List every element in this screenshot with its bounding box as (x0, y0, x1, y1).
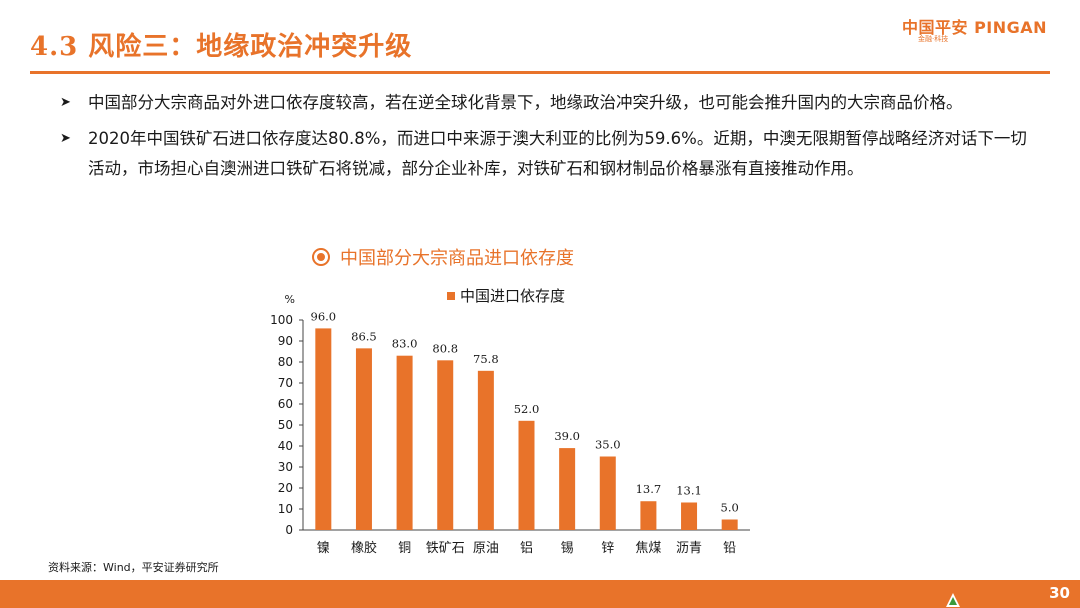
category-label: 铜 (398, 541, 411, 556)
chart-title: 中国部分大宗商品进口依存度 (312, 244, 574, 270)
page-number: 30 (1049, 584, 1070, 602)
bar (599, 456, 616, 530)
data-label: 86.5 (351, 329, 377, 343)
y-tick-label: 10 (278, 502, 293, 516)
data-label: 96.0 (311, 309, 337, 323)
source-note: 资料来源：Wind，平安证券研究所 (48, 561, 219, 574)
bullet-list: ➤ 中国部分大宗商品对外进口依存度较高，若在逆全球化背景下，地缘政治冲突升级，也… (60, 88, 1040, 190)
chart-title-text: 中国部分大宗商品进口依存度 (340, 248, 574, 269)
data-label: 13.1 (676, 483, 702, 497)
bar (640, 501, 657, 530)
logo-main-text: 中国平安 PINGAN (902, 18, 1048, 37)
header-divider (30, 71, 1050, 74)
data-label: 83.0 (392, 337, 418, 351)
data-label: 75.8 (473, 352, 499, 366)
bar (437, 360, 454, 530)
y-tick-label: 30 (278, 460, 293, 474)
bullet-text: 2020年中国铁矿石进口依存度达80.8%，而进口中来源于澳大利亚的比例为59.… (88, 129, 1027, 178)
category-label: 沥青 (676, 541, 702, 556)
category-label: 铅 (723, 541, 736, 556)
bar (681, 502, 698, 530)
legend-label: 中国进口依存度 (460, 287, 565, 305)
category-label: 铝 (520, 541, 533, 556)
bar (559, 448, 576, 530)
page-title: 4.3 风险三：地缘政治冲突升级 (30, 32, 413, 62)
data-label: 39.0 (554, 429, 580, 443)
logo-sub-text: 金融·科技 (918, 35, 949, 43)
category-label: 铁矿石 (426, 541, 465, 556)
target-circle-icon (312, 248, 330, 266)
bullet-text: 中国部分大宗商品对外进口依存度较高，若在逆全球化背景下，地缘政治冲突升级，也可能… (88, 93, 963, 112)
category-label: 锡 (561, 541, 574, 556)
category-label: 锌 (601, 541, 614, 556)
category-label: 镍 (317, 541, 330, 556)
y-tick-label: 80 (278, 355, 293, 369)
y-tick-label: 0 (285, 523, 293, 537)
data-label: 5.0 (721, 501, 739, 515)
category-label: 焦煤 (635, 541, 661, 556)
bullet-item: ➤ 中国部分大宗商品对外进口依存度较高，若在逆全球化背景下，地缘政治冲突升级，也… (60, 88, 1040, 118)
bar (315, 328, 332, 530)
bullet-item: ➤ 2020年中国铁矿石进口依存度达80.8%，而进口中来源于澳大利亚的比例为5… (60, 124, 1040, 184)
data-label: 13.7 (636, 482, 662, 496)
footer-bar: 30 (0, 580, 1080, 608)
data-label: 52.0 (514, 402, 540, 416)
bar-chart: 0 10 20 30 40 50 60 70 80 90 100% 中国进口依存度 96.0 镍 86.5 橡… (270, 287, 750, 556)
y-axis-unit-label: % (285, 293, 295, 306)
bar (518, 420, 535, 530)
y-tick-label: 100 (270, 313, 293, 327)
category-label: 原油 (473, 541, 499, 556)
category-label: 橡胶 (351, 540, 377, 556)
bar (396, 355, 413, 530)
data-label: 35.0 (595, 438, 621, 452)
y-tick-label: 20 (278, 481, 293, 495)
bar (355, 348, 372, 530)
y-tick-label: 60 (278, 397, 293, 411)
y-tick-label: 50 (278, 418, 293, 432)
bar (721, 519, 738, 530)
arrow-bullet-icon: ➤ (60, 95, 71, 110)
data-label: 80.8 (432, 341, 458, 355)
company-logo: 中国平安 PINGAN 金融·科技 (902, 14, 1072, 48)
y-tick-label: 40 (278, 439, 293, 453)
y-tick-label: 90 (278, 334, 293, 348)
legend-swatch (447, 292, 455, 300)
y-tick-label: 70 (278, 376, 293, 390)
arrow-bullet-icon: ➤ (60, 131, 71, 146)
logo-mark-icon (946, 593, 960, 607)
bar (477, 370, 494, 530)
